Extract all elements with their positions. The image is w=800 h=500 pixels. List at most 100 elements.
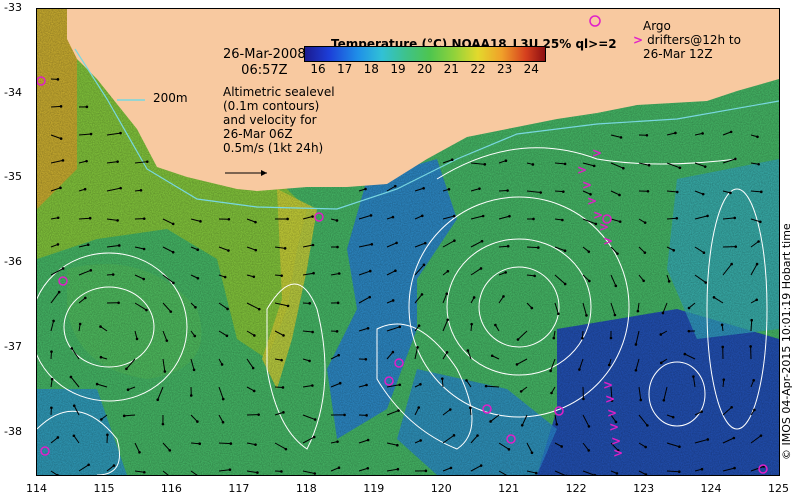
velocity-arrow-head: [702, 251, 706, 254]
velocity-arrow: [106, 218, 118, 221]
velocity-arrow-head: [552, 336, 556, 340]
velocity-arrow: [50, 159, 64, 164]
velocity-arrow: [582, 442, 590, 451]
velocity-arrow: [386, 242, 397, 248]
velocity-arrow: [694, 246, 705, 254]
velocity-arrow-head: [57, 290, 61, 294]
velocity-arrow-head: [494, 323, 497, 327]
velocity-arrow: [582, 218, 597, 225]
velocity-arrow: [134, 442, 140, 453]
velocity-arrow-head: [424, 469, 428, 473]
velocity-arrow-head: [171, 250, 175, 254]
argo-track-marker: >: [577, 163, 587, 177]
velocity-arrow: [162, 246, 174, 253]
velocity-arrow-head: [284, 447, 288, 451]
velocity-arrow: [610, 190, 620, 196]
velocity-arrow: [722, 217, 735, 220]
velocity-arrow-head: [618, 193, 621, 197]
velocity-arrow-head: [395, 241, 398, 245]
velocity-arrow-head: [312, 435, 316, 439]
velocity-arrow-head: [531, 163, 535, 166]
velocity-arrow-head: [229, 442, 233, 445]
velocity-arrow-head: [365, 383, 368, 387]
velocity-arrow-head: [254, 220, 257, 224]
velocity-arrow-head: [530, 306, 534, 310]
velocity-arrow: [666, 190, 678, 193]
velocity-arrow-head: [490, 354, 494, 358]
velocity-arrow: [50, 437, 59, 444]
velocity-arrow: [358, 439, 369, 444]
velocity-arrow-head: [733, 216, 737, 220]
velocity-arrow-head: [391, 215, 395, 219]
velocity-arrow-head: [506, 189, 509, 192]
velocity-arrow-head: [117, 301, 120, 305]
velocity-arrow: [246, 358, 254, 369]
velocity-arrow: [50, 291, 60, 304]
velocity-arrow-head: [220, 363, 224, 366]
velocity-arrow-head: [226, 307, 229, 311]
velocity-arrow: [470, 268, 482, 276]
velocity-arrow: [246, 386, 255, 392]
x-tick-label: 119: [363, 482, 385, 495]
x-tick-label: 114: [26, 482, 47, 495]
velocity-arrow-head: [646, 424, 649, 427]
velocity-arrow-head: [95, 382, 99, 386]
velocity-arrow: [582, 302, 587, 316]
velocity-arrow: [498, 245, 509, 248]
velocity-arrow-head: [504, 271, 507, 274]
contour-legend-label: 200m: [153, 91, 188, 105]
velocity-arrow: [386, 384, 400, 388]
velocity-arrow-head: [257, 413, 260, 416]
velocity-arrow: [610, 134, 622, 138]
velocity-arrow-head: [417, 324, 421, 327]
velocity-arrow-head: [311, 330, 314, 334]
velocity-arrow: [442, 319, 449, 332]
velocity-arrow: [582, 470, 596, 475]
argo-track-marker: >: [582, 178, 592, 192]
velocity-arrow-head: [398, 325, 402, 329]
velocity-arrow-head: [644, 445, 647, 449]
velocity-arrow-head: [282, 411, 285, 414]
velocity-arrow-head: [592, 164, 596, 168]
velocity-arrow-head: [445, 351, 449, 354]
velocity-arrow: [274, 411, 284, 416]
velocity-arrow-head: [753, 408, 756, 412]
velocity-arrow: [498, 296, 504, 304]
velocity-arrow-head: [99, 325, 102, 328]
velocity-arrow: [750, 435, 762, 444]
velocity-arrow-head: [734, 157, 737, 161]
velocity-arrow-head: [722, 378, 726, 381]
velocity-arrow: [470, 240, 483, 248]
velocity-arrow: [610, 162, 624, 169]
velocity-arrow-head: [171, 222, 175, 226]
velocity-arrow-head: [366, 466, 370, 470]
velocity-arrow-head: [338, 381, 342, 385]
velocity-arrow-head: [253, 334, 256, 337]
velocity-arrow-head: [196, 248, 200, 252]
velocity-arrow-head: [440, 377, 444, 380]
velocity-arrow-head: [135, 337, 139, 341]
velocity-arrow: [414, 407, 420, 416]
argo-track-marker: >: [587, 194, 597, 208]
velocity-arrow-head: [370, 242, 374, 246]
velocity-arrow-head: [634, 343, 638, 346]
velocity-arrow-head: [52, 319, 55, 323]
velocity-arrow-head: [335, 219, 339, 222]
velocity-arrow: [414, 187, 424, 192]
velocity-arrow: [330, 382, 341, 388]
velocity-arrow-head: [280, 274, 283, 277]
velocity-arrow-head: [156, 398, 160, 402]
velocity-arrow-head: [193, 334, 197, 338]
argo-track-marker: >: [611, 434, 621, 448]
velocity-arrow-head: [228, 468, 232, 472]
velocity-arrow-head: [145, 160, 149, 163]
velocity-arrow-head: [61, 267, 65, 270]
velocity-arrow-head: [530, 451, 534, 455]
velocity-arrow: [470, 215, 484, 220]
velocity-arrow-head: [563, 249, 567, 253]
y-tick-label: -38: [4, 424, 22, 438]
velocity-arrow: [274, 442, 287, 450]
velocity-arrow-head: [643, 251, 647, 254]
velocity-arrow: [582, 414, 590, 427]
velocity-arrow: [386, 270, 396, 276]
